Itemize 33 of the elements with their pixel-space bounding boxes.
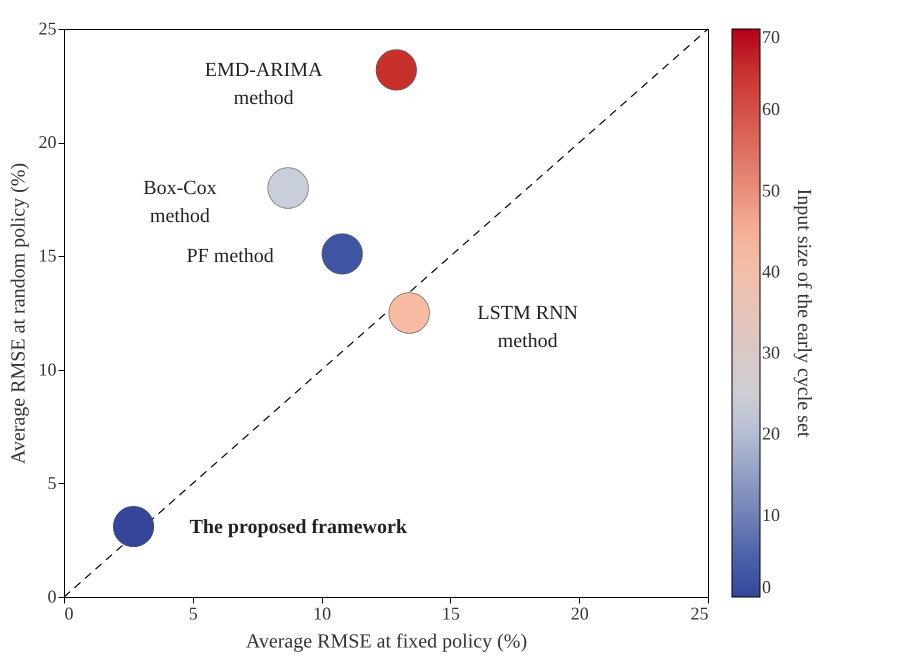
y-tick-label: 25 [38,18,56,38]
point [376,49,417,90]
y-tick-label: 10 [38,359,56,380]
y-tick-label: 20 [38,132,56,152]
x-tick-label: 5 [188,604,198,624]
color-bar-label: 70 [762,27,780,47]
annotation: The proposed framework [190,516,408,538]
annotation: LSTM RNN method [477,302,578,352]
color-bar-label: 30 [762,342,780,363]
color-bar-label: 0 [762,577,771,597]
color-bar-label: 40 [762,261,780,282]
annotation: Box-Cox method [143,177,217,228]
color-bar-label: 50 [762,180,780,200]
point [112,506,154,548]
color-bar-label: 60 [762,99,780,120]
x-tick-label: 20 [570,604,589,624]
color-bar-label: 10 [762,504,780,525]
x-tick-label: 10 [313,604,332,624]
annotation: PF method [186,245,274,268]
x-axis-title: Average RMSE at fixed policy (%) [246,630,528,652]
y-tick-label: 15 [38,246,56,266]
y-tick-label: 0 [48,586,56,606]
annotation: EMD-ARIMA method [204,58,324,109]
y-tick-label: 5 [48,472,56,493]
point [268,167,309,209]
y-axis-title: Average RMSE at random policy (%) [8,162,30,464]
point [322,233,363,274]
color-bar-label: 20 [762,424,780,444]
x-tick-label: 15 [442,604,460,624]
point [388,292,430,334]
x-tick-label: 25 [690,604,708,624]
color-bar-title: Input size of the early cycle set [793,188,815,438]
x-tick-label: 0 [64,604,74,624]
